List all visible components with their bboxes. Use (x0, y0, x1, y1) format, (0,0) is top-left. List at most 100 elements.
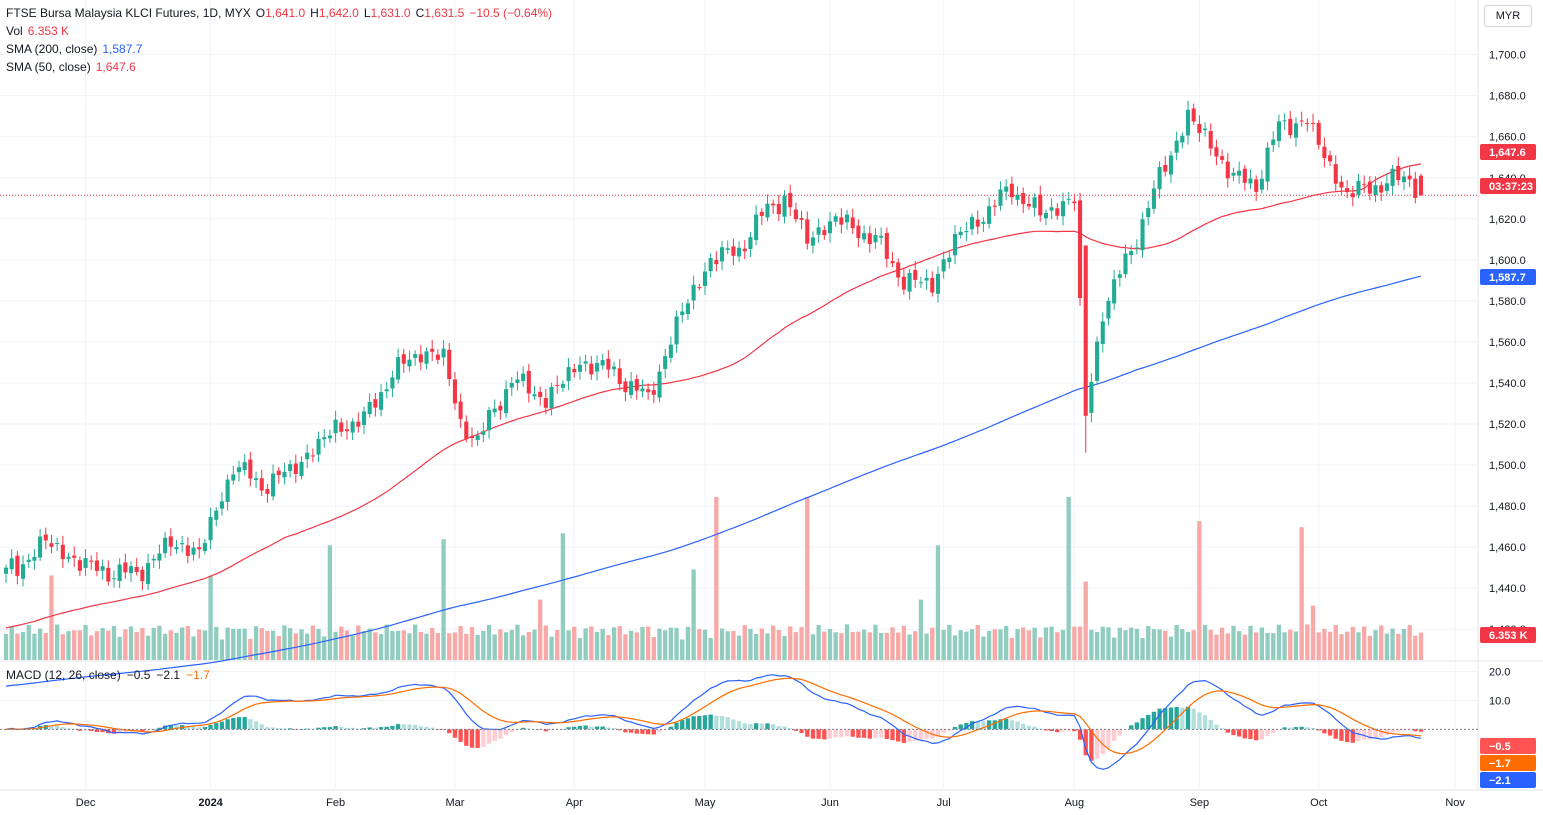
volume-bar (447, 633, 452, 660)
volume-bar (1333, 625, 1338, 660)
macd-hist-bar (589, 726, 594, 730)
candle-body (1123, 253, 1128, 275)
macd-hist-bar (861, 729, 867, 738)
volume-bar (538, 599, 543, 660)
macd-hist-bar (1111, 729, 1117, 742)
macd-hist-bar (674, 722, 679, 730)
sma50-row: SMA (50, close) 1,647.6 (6, 58, 552, 76)
time-tick-label: Oct (1310, 797, 1327, 809)
macd-hist-bar (725, 717, 730, 730)
volume-bar (43, 632, 48, 660)
candle-body (1038, 194, 1043, 216)
volume-bar (793, 632, 799, 660)
macd-hist-bar (384, 726, 389, 730)
candle-body (424, 351, 429, 364)
candle-body (486, 409, 492, 431)
macd-hist-bar (1293, 727, 1299, 730)
macd-hist-bar (731, 719, 736, 730)
candle-body (288, 464, 293, 471)
sma200-line (5, 275, 1422, 687)
volume-bar (697, 629, 702, 660)
candle-body (754, 214, 759, 240)
macd-line (5, 674, 1422, 770)
macd-hist-bar (782, 726, 787, 730)
volume-bar (1413, 635, 1418, 660)
macd-hist-bar (566, 727, 571, 730)
macd-hist-badge: −0.5 (1489, 741, 1511, 753)
time-tick-label: Nov (1445, 797, 1465, 809)
vol-label[interactable]: Vol (6, 24, 23, 38)
macd-hist-bar (606, 727, 611, 730)
macd-hist-bar (1021, 723, 1026, 730)
macd-hist-bar (344, 727, 350, 730)
volume-bar (805, 497, 810, 660)
volume-bar (663, 630, 668, 660)
volume-bar (1350, 626, 1355, 660)
macd-label[interactable]: MACD (12, 26, close) (6, 668, 121, 682)
candle-body (935, 273, 941, 294)
sma200-label[interactable]: SMA (200, close) (6, 42, 98, 56)
volume-bar (861, 629, 867, 660)
macd-hist-bar (850, 729, 855, 737)
macd-hist-bar (225, 719, 230, 730)
candle-body (1413, 178, 1418, 198)
macd-hist-bar (168, 725, 173, 730)
candle-body (515, 379, 520, 384)
volume-bar (475, 634, 480, 660)
macd-hist-bar (1299, 726, 1304, 730)
currency-button[interactable]: MYR (1484, 5, 1532, 27)
candle-body (1009, 183, 1014, 198)
macd-hist-bar (259, 724, 264, 730)
candle-body (418, 354, 423, 363)
candle-body (236, 467, 242, 473)
macd-hist-bar (1089, 729, 1094, 761)
volume-bar (810, 634, 816, 660)
macd-hist-bar (543, 729, 549, 732)
candle-body (663, 356, 668, 369)
macd-hist-bar (1276, 729, 1282, 730)
volume-bar (532, 629, 537, 660)
volume-bar (1373, 630, 1378, 660)
macd-hist-bar (975, 721, 980, 730)
volume-bar (1140, 638, 1145, 660)
candle-body (674, 316, 679, 345)
volume-bar (1066, 497, 1071, 660)
macd-hist-bar (1157, 708, 1162, 730)
macd-hist-bar (498, 729, 503, 739)
volume-bar (515, 624, 520, 660)
candle-body (714, 259, 719, 265)
sma50-value: 1,647.6 (95, 60, 136, 74)
macd-hist-bar (486, 729, 492, 744)
volume-bar (214, 626, 219, 660)
macd-hist-bar (373, 727, 378, 730)
macd-hist-bar (1180, 707, 1185, 730)
macd-hist-bar (60, 727, 65, 730)
macd-hist-bar (412, 724, 418, 730)
volume-bar (947, 624, 952, 660)
change-value: −10.5 (−0.64%) (469, 6, 553, 20)
candle-body (1225, 161, 1230, 179)
volume-bar (248, 638, 253, 660)
sma50-label[interactable]: SMA (50, close) (6, 60, 91, 74)
candle-body (1276, 121, 1281, 142)
symbol-name[interactable]: FTSE Bursa Malaysia KLCI Futures, 1D, MY… (6, 6, 251, 20)
macd-hist-bar (1333, 729, 1338, 739)
time-tick-label: Mar (445, 797, 464, 809)
candle-body (492, 408, 497, 413)
candle-body (907, 272, 912, 292)
macd-hist-bar (1083, 729, 1088, 756)
volume-bar (1379, 625, 1384, 660)
volume-bar (1157, 629, 1162, 660)
macd-hist-bar (1004, 718, 1009, 730)
volume-bar (924, 633, 929, 660)
candle-body (958, 231, 963, 236)
volume-bar (1038, 637, 1043, 660)
macd-value: −2.1 (156, 668, 181, 682)
macd-hist-bar (1140, 718, 1145, 730)
volume-bar (890, 627, 895, 660)
candle-body (1271, 139, 1276, 145)
macd-hist-bar (1413, 729, 1418, 732)
candle-body (1095, 341, 1100, 381)
macd-hist-bar (54, 725, 60, 730)
